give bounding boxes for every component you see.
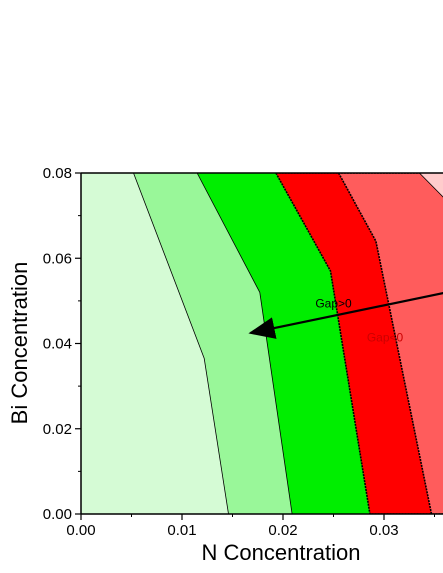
annotation-gap-negative: Gap<0 [367, 330, 404, 344]
y-tick-label: 0.06 [43, 250, 72, 267]
region-5 [418, 173, 443, 198]
trend-arrow [248, 291, 443, 339]
x-axis-title: N Concentration [202, 540, 361, 565]
x-tick-label: 0.00 [66, 522, 95, 539]
x-tick-label: 0.03 [369, 522, 398, 539]
y-tick-label: 0.08 [43, 165, 72, 182]
x-tick-label: 0.01 [167, 522, 196, 539]
annotation-layer: Gap>0 Gap<0 [315, 296, 403, 344]
y-tick-label: 0.00 [43, 506, 72, 523]
axes-layer: 0.00 0.01 0.02 0.03 0.00 0.02 0.04 0.06 0.08 [43, 165, 443, 539]
y-tick-label: 0.04 [43, 336, 72, 353]
x-tick-label: 0.02 [268, 522, 297, 539]
region-4 [337, 173, 443, 514]
regions-layer [81, 173, 443, 514]
annotation-gap-positive: Gap>0 [315, 296, 352, 310]
y-axis-title: Bi Concentration [7, 262, 32, 425]
y-tick-label: 0.02 [43, 421, 72, 438]
